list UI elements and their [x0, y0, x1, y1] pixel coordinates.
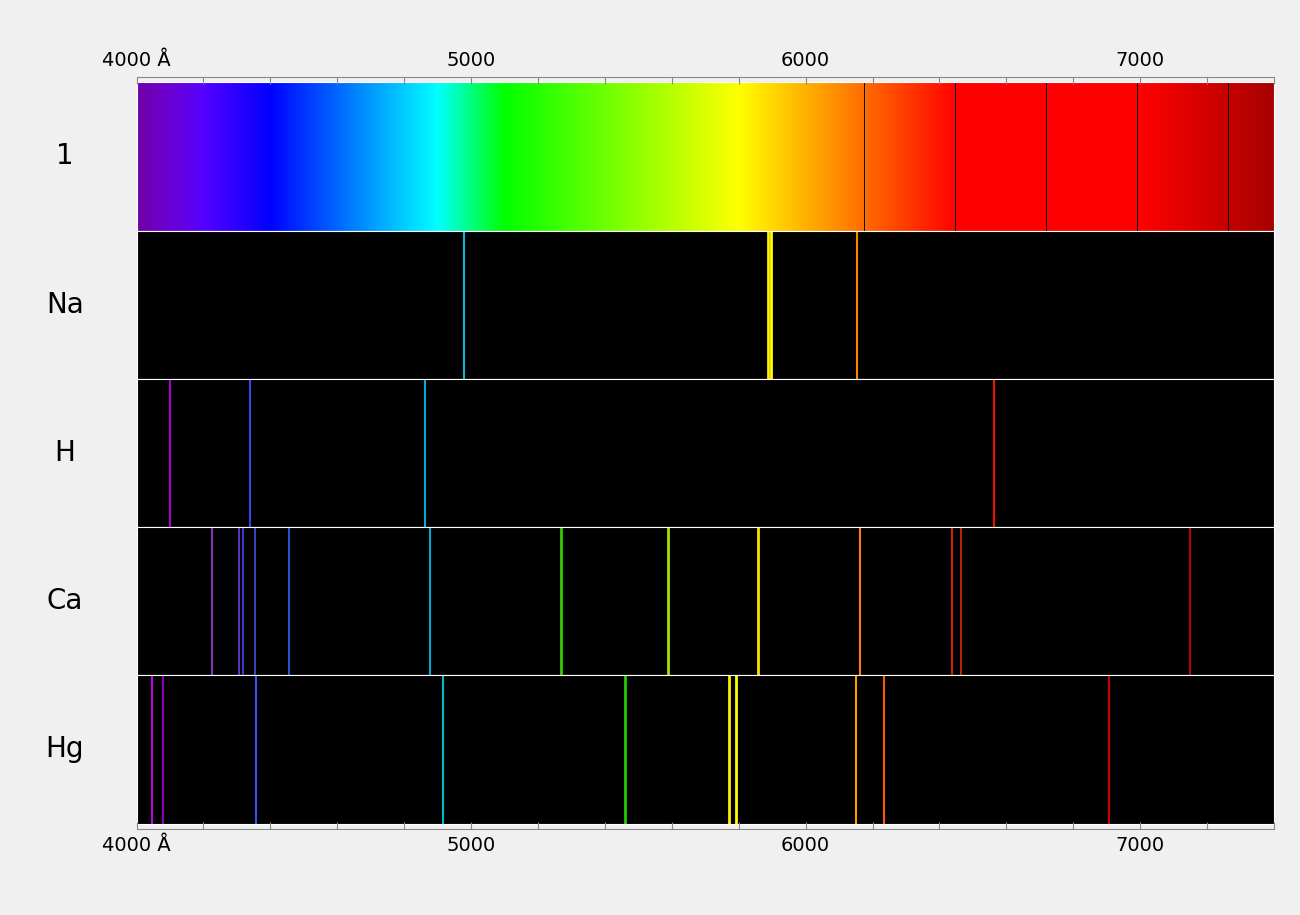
Text: Hg: Hg [46, 736, 84, 763]
Text: Ca: Ca [47, 587, 83, 615]
Text: Na: Na [46, 291, 84, 318]
Text: 1: 1 [56, 143, 74, 170]
Text: H: H [55, 439, 75, 467]
